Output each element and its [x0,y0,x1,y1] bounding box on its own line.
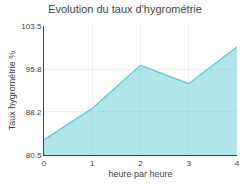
svg-text:103.5: 103.5 [21,22,42,31]
svg-text:2: 2 [138,159,143,168]
svg-text:3: 3 [187,159,192,168]
svg-text:Evolution du taux d'hygrométri: Evolution du taux d'hygrométrie [48,3,202,15]
svg-text:88.2: 88.2 [26,108,42,117]
svg-text:Taux hygrométrie %: Taux hygrométrie % [7,51,17,131]
svg-text:4: 4 [235,159,240,168]
svg-text:95.8: 95.8 [26,65,42,74]
svg-text:heure par heure: heure par heure [108,169,172,179]
svg-text:0: 0 [42,159,47,168]
svg-text:1: 1 [90,159,95,168]
svg-text:80.5: 80.5 [26,151,42,160]
